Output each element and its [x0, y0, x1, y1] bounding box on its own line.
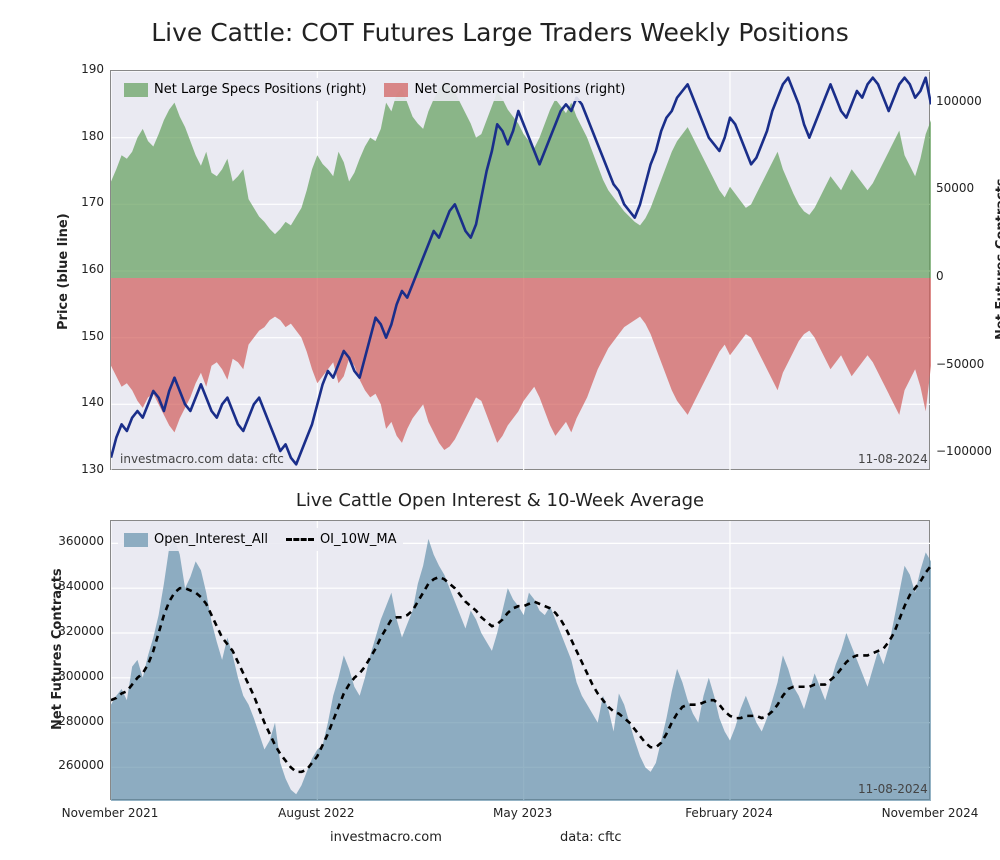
- panel2-xtick: November 2021: [50, 806, 170, 820]
- panel1-ytick-left: 140: [74, 395, 104, 409]
- legend-label-specs: Net Large Specs Positions (right): [154, 82, 366, 97]
- panel1-date: 11-08-2024: [858, 452, 928, 466]
- panel1-ytick-right: 50000: [936, 181, 974, 195]
- panel1-ylabel-right: Net Futures Contracts: [994, 178, 1000, 340]
- panel2-xtick: February 2024: [669, 806, 789, 820]
- panel2-ytick-left: 280000: [56, 714, 104, 728]
- panel2-ytick-left: 340000: [56, 579, 104, 593]
- panel1-legend: Net Large Specs Positions (right) Net Co…: [118, 78, 631, 101]
- panel-open-interest: [110, 520, 930, 800]
- panel-cot-positions: [110, 70, 930, 470]
- legend-item-oi: Open_Interest_All: [124, 532, 268, 547]
- panel1-svg: [111, 71, 931, 471]
- panel1-ytick-left: 160: [74, 262, 104, 276]
- legend-label-commercial: Net Commercial Positions (right): [414, 82, 625, 97]
- footer-right: data: cftc: [560, 830, 622, 845]
- panel1-ytick-left: 150: [74, 329, 104, 343]
- legend-item-oima: OI_10W_MA: [286, 532, 397, 547]
- panel2-xtick: August 2022: [256, 806, 376, 820]
- panel1-ytick-right: 0: [936, 269, 944, 283]
- swatch-specs: [124, 83, 148, 97]
- legend-label-oima: OI_10W_MA: [320, 532, 397, 547]
- panel1-attribution: investmacro.com data: cftc: [120, 452, 284, 466]
- legend-item-commercial: Net Commercial Positions (right): [384, 82, 625, 97]
- figure: Live Cattle: COT Futures Large Traders W…: [0, 0, 1000, 860]
- legend-item-specs: Net Large Specs Positions (right): [124, 82, 366, 97]
- panel1-ytick-right: −50000: [936, 357, 984, 371]
- panel2-ytick-left: 320000: [56, 624, 104, 638]
- panel2-ytick-left: 260000: [56, 758, 104, 772]
- swatch-oi: [124, 533, 148, 547]
- swatch-oima: [286, 538, 314, 541]
- main-title: Live Cattle: COT Futures Large Traders W…: [0, 18, 1000, 47]
- panel2-xtick: May 2023: [463, 806, 583, 820]
- panel2-ytick-left: 360000: [56, 534, 104, 548]
- panel2-legend: Open_Interest_All OI_10W_MA: [118, 528, 403, 551]
- panel1-ytick-right: 100000: [936, 94, 982, 108]
- panel2-svg: [111, 521, 931, 801]
- panel2-ytick-left: 300000: [56, 669, 104, 683]
- swatch-commercial: [384, 83, 408, 97]
- panel1-ytick-left: 170: [74, 195, 104, 209]
- panel1-ytick-right: −100000: [936, 444, 992, 458]
- panel2-title: Live Cattle Open Interest & 10-Week Aver…: [0, 490, 1000, 511]
- panel1-ytick-left: 180: [74, 129, 104, 143]
- panel2-xtick: November 2024: [870, 806, 990, 820]
- legend-label-oi: Open_Interest_All: [154, 532, 268, 547]
- panel1-ylabel-left: Price (blue line): [56, 213, 71, 330]
- panel1-ytick-left: 130: [74, 462, 104, 476]
- panel1-ytick-left: 190: [74, 62, 104, 76]
- panel2-date: 11-08-2024: [858, 782, 928, 796]
- footer-left: investmacro.com: [330, 830, 442, 845]
